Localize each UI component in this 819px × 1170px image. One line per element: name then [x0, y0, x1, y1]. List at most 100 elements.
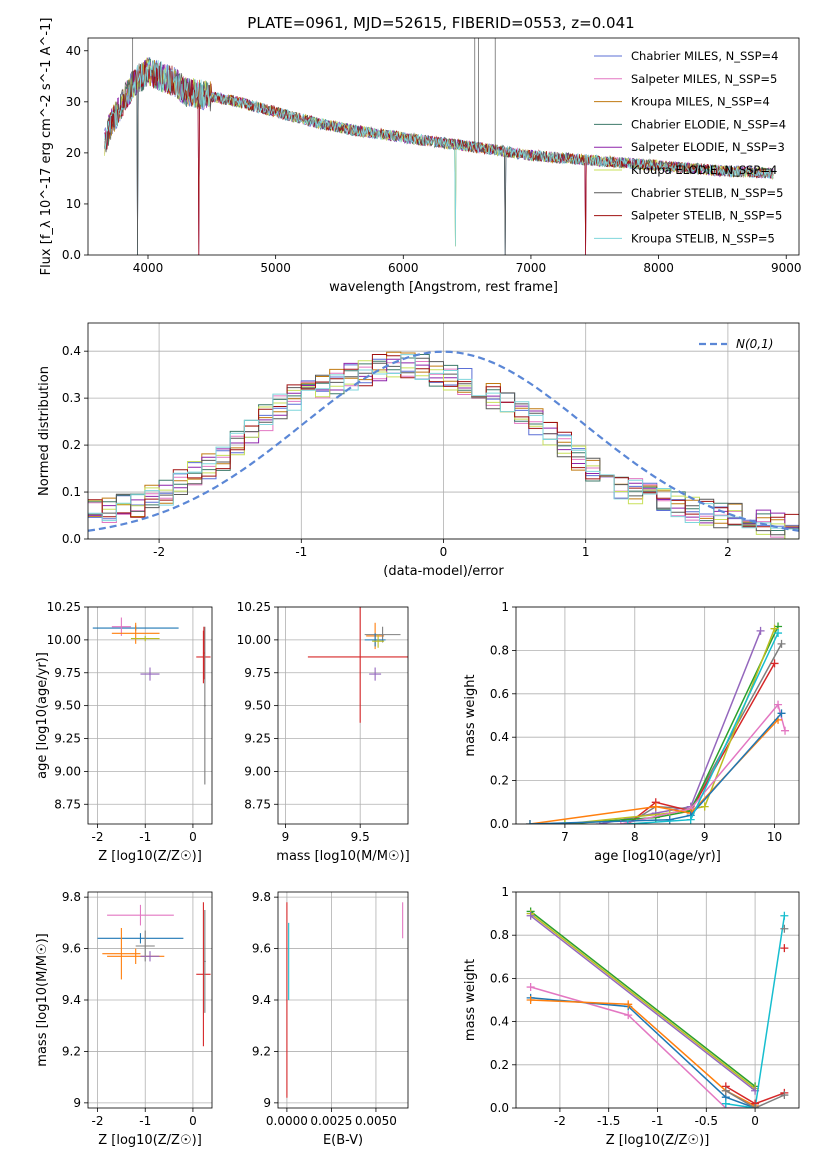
mass_vs_Z-plot-area [97, 902, 211, 1047]
spectrum-ytick-label: 0.0 [62, 248, 81, 262]
massweight_vs_Z-ylabel: mass weight [463, 959, 478, 1041]
legend-entry: Salpeter MILES, N_SSP=5 [631, 72, 777, 86]
series-line [725, 1090, 785, 1108]
legend-entry: Kroupa ELODIE, N_SSP=4 [631, 163, 777, 177]
mass_vs_ebv-xlabel: E(B-V) [323, 1133, 363, 1148]
massweight_vs_age-ytick-label: 1 [501, 600, 509, 614]
massweight_vs_Z-plot-area [526, 907, 789, 1108]
residuals-xlabel: (data-model)/error [383, 564, 504, 579]
spectrum-ytick-label: 20 [66, 146, 81, 160]
residuals-ylabel: Normed distribution [37, 366, 52, 496]
residuals-xtick-label: 2 [724, 545, 732, 559]
residuals-chart: -2 -1 0 1 2 0.0 0.1 0.2 0.3 0.4 (data-model)/error… [37, 322, 800, 579]
series-marker [651, 802, 660, 811]
mass_vs_ebv-xtick-label: 0.0000 [266, 1114, 308, 1128]
residuals-plot-area [88, 350, 799, 539]
residuals-ytick-label: 0.1 [62, 485, 81, 499]
mass_vs_Z-ytick-label: 9.4 [62, 993, 81, 1007]
mass_vs_ebv-xtick-label: 0.0050 [355, 1114, 397, 1128]
age_vs_Z-ytick-label: 9.25 [54, 732, 81, 746]
series-marker [780, 1091, 789, 1100]
spectrum-frame [87, 37, 800, 256]
age_vs_Z-frame [87, 606, 213, 825]
age_vs_mass-chart: 9 9.5 8.75 9.00 9.25 9.50 9.75 10.00 10.25 mass [… [237, 600, 410, 864]
massweight_vs_age-chart: 7 8 9 10 0.0 0.2 0.4 0.6 0.8 1 age [log10(age/yr)]… [463, 600, 800, 864]
massweight_vs_Z-ytick-label: 0.6 [490, 971, 509, 985]
series-marker [780, 944, 789, 953]
legend-entry: Salpeter STELIB, N_SSP=5 [631, 209, 782, 223]
series-marker [780, 911, 789, 920]
massweight_vs_age-xtick-label: 8 [631, 830, 639, 844]
spectrum-xtick-label: 5000 [260, 261, 291, 275]
legend-entry: Chabrier STELIB, N_SSP=5 [631, 186, 783, 200]
legend-entry: Kroupa MILES, N_SSP=4 [631, 95, 770, 109]
series-marker [700, 802, 709, 811]
massweight_vs_age-ylabel: mass weight [463, 674, 478, 756]
age_vs_Z-xlabel: Z [log10(Z/Z☉)] [98, 849, 202, 864]
mass_vs_Z-xlabel: Z [log10(Z/Z☉)] [98, 1133, 202, 1148]
age_vs_mass-xtick-label: 9 [282, 830, 290, 844]
massweight_vs_Z-ytick-label: 0.8 [490, 928, 509, 942]
mass_vs_ebv-ytick-label: 9 [263, 1096, 271, 1110]
mass_vs_ebv-ytick-label: 9.2 [252, 1044, 271, 1058]
histogram-salpeter-stelib [88, 354, 799, 528]
age_vs_Z-plot-area [92, 617, 211, 785]
age_vs_mass-ytick-label: 10.25 [237, 600, 271, 614]
spectrum-legend: Chabrier MILES, N_SSP=4 Salpeter MILES, N… [594, 49, 786, 245]
residuals-ytick-label: 0.0 [62, 532, 81, 546]
age_vs_Z-xtick-label: -1 [139, 830, 151, 844]
histogram-kroupa-stelib [88, 354, 799, 530]
series-line [564, 628, 776, 824]
residuals-xtick-label: 1 [582, 545, 590, 559]
massweight_vs_age-ytick-label: 0.0 [490, 817, 509, 831]
mass_vs_ebv-chart: 0.0000 0.0025 0.0050 9 9.2 9.4 9.6 9.8 E(B-V) [252, 890, 409, 1148]
massweight_vs_Z-ytick-label: 0.0 [490, 1101, 509, 1115]
mass_vs_ebv-ytick-label: 9.4 [252, 993, 271, 1007]
massweight_vs_Z-xtick-label: -0.5 [695, 1114, 718, 1128]
legend-entry: Chabrier ELODIE, N_SSP=4 [631, 117, 786, 131]
massweight_vs_Z-ytick-label: 1 [501, 885, 509, 899]
age_vs_Z-xtick-label: 0 [189, 830, 197, 844]
massweight_vs_age-ytick-label: 0.6 [490, 687, 509, 701]
series-marker [526, 911, 535, 920]
age_vs_mass-frame [277, 606, 409, 825]
massweight_vs_age-plot-area [525, 622, 790, 824]
spectrum-ytick-label: 40 [66, 44, 81, 58]
massweight_vs_Z-xtick-label: 0 [751, 1114, 759, 1128]
mass_vs_Z-ytick-label: 9.6 [62, 942, 81, 956]
series-marker [665, 815, 674, 824]
spectrum-plot-area [104, 38, 774, 255]
massweight_vs_Z-xtick-label: -1 [652, 1114, 664, 1128]
series-marker [624, 1000, 633, 1009]
age_vs_Z-ytick-label: 10.00 [47, 633, 81, 647]
mass_vs_Z-ytick-label: 9.8 [62, 890, 81, 904]
mass_vs_Z-ytick-label: 9.2 [62, 1044, 81, 1058]
massweight_vs_Z-ytick-label: 0.2 [490, 1058, 509, 1072]
massweight_vs_Z-xtick-label: -2 [554, 1114, 566, 1128]
mass_vs_ebv-ytick-label: 9.6 [252, 942, 271, 956]
massweight_vs_age-ytick-label: 0.2 [490, 774, 509, 788]
age_vs_Z-ytick-label: 8.75 [54, 797, 81, 811]
mass_vs_ebv-ytick-label: 9.8 [252, 890, 271, 904]
histogram-chabrier-stelib [88, 357, 799, 536]
series-line [530, 986, 756, 1108]
age_vs_mass-plot-area [307, 607, 408, 723]
series-line [627, 632, 779, 824]
massweight_vs_age-xtick-label: 9 [701, 830, 709, 844]
spectrum-xtick-label: 8000 [643, 261, 674, 275]
charts-layer: 4000 5000 6000 7000 8000 90000.010203040wavel… [35, 18, 802, 1148]
massweight_vs_Z-ytick-label: 0.4 [490, 1015, 509, 1029]
legend-entry: Chabrier MILES, N_SSP=4 [631, 49, 778, 63]
massweight_vs_age-xtick-label: 10 [767, 830, 782, 844]
massweight_vs_Z-chart: -2 -1.5 -1 -0.5 0 0.0 0.2 0.4 0.6 0.8 1 Z [log10(Z/… [463, 885, 800, 1148]
residuals-ytick-label: 0.4 [62, 344, 81, 358]
spectrum-line-kroupa-stelib [104, 59, 774, 247]
series-marker [770, 659, 779, 668]
figure-title: PLATE=0961, MJD=52615, FIBERID=0553, z=0… [247, 14, 634, 32]
legend-entry: Salpeter ELODIE, N_SSP=3 [631, 140, 785, 154]
residuals-xtick-label: -1 [295, 545, 307, 559]
series-line [725, 915, 786, 1108]
mass_vs_Z-xtick-label: -2 [92, 1114, 104, 1128]
series-marker [721, 1099, 730, 1108]
mass_vs_Z-xtick-label: 0 [189, 1114, 197, 1128]
